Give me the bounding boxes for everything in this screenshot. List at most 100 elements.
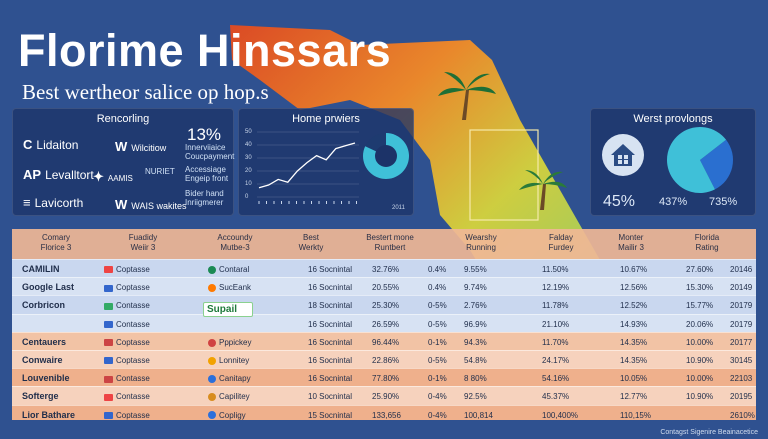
table-header-cell: Falday Furdey <box>522 233 600 253</box>
value-cell-c5: 110,15% <box>620 410 651 420</box>
value-cell-c3: 2.76% <box>464 301 487 311</box>
account-cell: Contaral <box>208 260 249 279</box>
value-cell-c6: 27.60% <box>686 265 714 274</box>
mark-cell: Coptasse <box>104 351 150 370</box>
table-row[interactable]: Contasse 16 Socnintal 26.59% 0-5% 96.9% 21.10… <box>12 313 756 333</box>
value-cell-c4: 11.50% <box>542 265 569 274</box>
table-header-row: Comary Florice 3 Fuadidy Weiir 3 Accoundy Mut… <box>12 229 756 259</box>
value-cell-c7: 20179 <box>730 301 753 311</box>
star-logo-icon: ✦ <box>93 169 104 184</box>
value-cell-c1: 26.59% <box>372 319 400 329</box>
worst-panel: Werst provlongs 45% 437% 735% <box>590 108 756 216</box>
mark-text: Coptasse <box>116 356 150 365</box>
table-row[interactable]: Louvenible Contasse Canitapy 16 Socnintal 77… <box>12 368 756 388</box>
data-table: Comary Florice 3 Fuadidy Weiir 3 Accoundy Mut… <box>12 229 756 420</box>
table-header-text: Runtbert <box>374 243 406 252</box>
mark-cell: Coptasse <box>104 260 150 279</box>
table-header-cell: Fuadidy Weiir 3 <box>98 233 188 253</box>
table-header-text: Comary <box>41 233 70 242</box>
value-cell-c4: 45.37% <box>542 392 570 402</box>
value-cell-c2: 0-4% <box>428 392 447 402</box>
company-cell: Centauers <box>22 336 67 347</box>
account-text: Contaral <box>219 265 250 274</box>
reporting-panel-title: Rencorling <box>96 113 150 125</box>
value-cell-c4: 21.10% <box>542 319 570 329</box>
account-cell: Capilitey <box>208 387 250 406</box>
table-row[interactable]: Google Last Coptasse SucEank 16 Socnintal 20… <box>12 277 756 297</box>
value-cell-c3: 96.9% <box>464 319 487 329</box>
value-cell-c1: 77.80% <box>372 374 400 384</box>
company-cell: Lior Bathare <box>22 409 76 420</box>
mark-text: Contasse <box>116 301 150 311</box>
table-header-text: Accoundy <box>217 233 253 242</box>
mark-cell: Coptasse <box>104 278 150 297</box>
mark-cell: Coptasse <box>104 333 150 352</box>
supail-badge[interactable]: Supail <box>203 302 253 317</box>
value-cell-c4: 12.19% <box>542 283 570 293</box>
account-logo-icon <box>208 356 216 365</box>
value-cell-c3: 100,814 <box>464 410 493 420</box>
value-cell-c3: 54.8% <box>464 356 487 365</box>
value-cell-c2: 0-1% <box>428 374 447 384</box>
table-row[interactable]: Lior Bathare Coptasse Copligy 15 Socnintal 1… <box>12 404 756 420</box>
account-cell: Pppickey <box>208 333 251 352</box>
company-cell: Google Last <box>22 282 75 293</box>
brand-wais: W WAIS wakites <box>115 197 187 212</box>
table-header-text: Fuadidy <box>128 233 158 242</box>
value-cell-best: 16 Socnintal <box>308 283 353 293</box>
table-header-text: Mutbe-3 <box>220 243 250 252</box>
value-cell-c7: 20195 <box>730 392 753 402</box>
value-cell-c7: 20146 <box>730 265 753 274</box>
value-cell-c2: 0.4% <box>428 283 447 293</box>
value-cell-c5: 14.35% <box>620 337 648 347</box>
home-icon <box>602 134 644 176</box>
table-header-text: Bestert mone <box>366 233 414 242</box>
value-cell-c5: 10.67% <box>620 265 648 274</box>
company-cell: Corbricon <box>22 300 66 311</box>
flag-icon <box>104 320 113 328</box>
table-header-text: Running <box>466 243 496 252</box>
value-cell-c6: 15.77% <box>686 301 714 311</box>
value-cell-c6: 10.00% <box>686 374 714 384</box>
value-cell-c6: 20.06% <box>686 319 714 329</box>
worst-percent-a: 45% <box>603 193 636 210</box>
value-cell-c5: 14.93% <box>620 319 648 329</box>
company-cell: CAMILIN <box>22 264 60 274</box>
reporting-percent: 13% <box>187 125 222 144</box>
pie-slice-minor <box>700 139 733 190</box>
value-cell-c3: 92.5% <box>464 392 487 402</box>
value-cell-c1: 25.90% <box>372 392 400 402</box>
footer-note: Contagst Sigenire Beainacetice <box>660 429 758 436</box>
value-cell-best: 16 Socnintal <box>308 265 353 274</box>
note-3: Accessiage <box>185 165 226 174</box>
value-cell-c5: 10.05% <box>620 374 648 384</box>
value-cell-c7: 2610% <box>730 410 755 420</box>
table-row[interactable]: Conwaire Coptasse Lonnitey 16 Socnintal 22.8… <box>12 350 756 369</box>
table-header-cell: Comary Florice 3 <box>16 233 96 253</box>
table-row[interactable]: Softerge Contasse Capilitey 10 Socnintal 25.… <box>12 386 756 406</box>
value-cell-best: 18 Socnintal <box>308 301 353 311</box>
table-header-text: Furdey <box>548 243 574 252</box>
table-row[interactable]: Centauers Coptasse Pppickey 16 Socnintal 96.… <box>12 331 756 352</box>
table-row[interactable]: Corbricon Contasse 18 Socnintal 25.30% 0-5% 2… <box>12 295 756 315</box>
value-cell-c2: 0-5% <box>428 319 447 329</box>
table-row[interactable]: CAMILIN Coptasse Contaral 16 Socnintal 32.76… <box>12 259 756 278</box>
value-cell-c6: 10.90% <box>686 392 714 402</box>
table-header-text: Rating <box>695 243 719 252</box>
value-cell-c4: 100,400% <box>542 410 579 420</box>
value-cell-best: 10 Socnintal <box>308 392 353 402</box>
page-subtitle: Best wertheor salice op hop.s <box>22 80 269 104</box>
value-cell-c5: 14.35% <box>620 356 648 365</box>
home-donut-chart <box>363 133 409 179</box>
note-5: Bider hand <box>185 189 224 198</box>
table-header-cell: Florida Rating <box>662 233 752 253</box>
account-text: SucEank <box>219 283 252 293</box>
table-header-text: Weiir 3 <box>130 243 156 252</box>
account-logo-icon <box>208 393 216 402</box>
flag-icon <box>104 339 113 347</box>
value-cell-c7: 20177 <box>730 337 753 347</box>
home-line-series <box>258 142 356 189</box>
mark-text: Coptasse <box>116 265 150 274</box>
account-text: Pppickey <box>219 337 252 347</box>
brand-lavicorth: ≡ Lavicorth <box>23 195 84 210</box>
